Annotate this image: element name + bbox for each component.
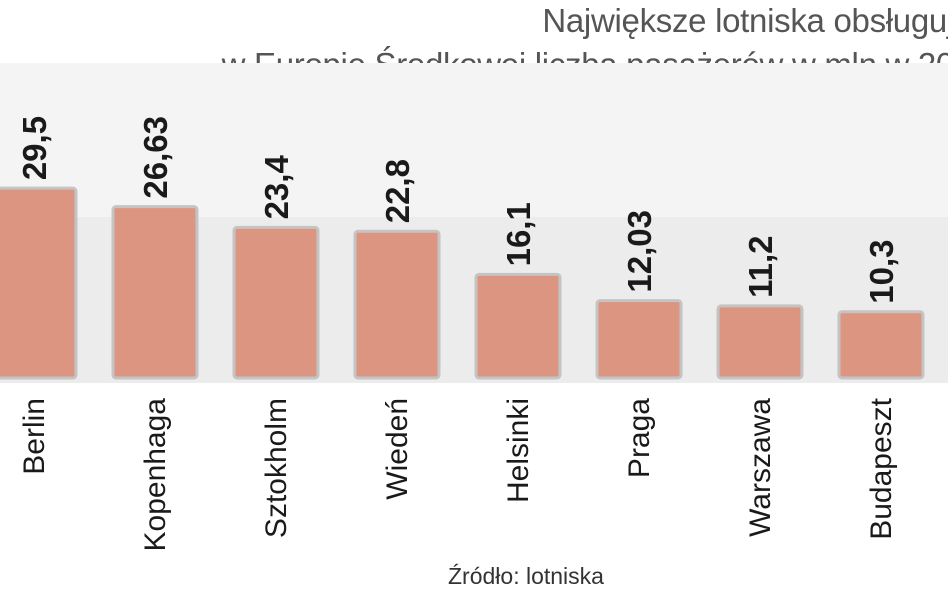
value-label: 10,3	[863, 239, 900, 303]
value-label: 29,5	[16, 116, 53, 180]
bar-berlin	[0, 186, 78, 380]
value-label: 11,2	[742, 236, 779, 298]
bar-budapeszt	[837, 310, 925, 380]
category-label: Warszawa	[744, 398, 777, 537]
bar-helsinki	[474, 272, 562, 380]
value-label: 16,1	[500, 202, 537, 266]
source-note: Źródło: lotniska	[448, 563, 604, 589]
category-label: Berlin	[18, 398, 51, 475]
category-label: Wiedeń	[381, 398, 414, 500]
category-label: Helsinki	[502, 398, 535, 503]
value-label: 23,4	[258, 155, 295, 220]
category-label: Kopenhaga	[139, 398, 172, 552]
value-label: 26,63	[137, 116, 174, 199]
bar-warszawa	[716, 304, 804, 380]
category-label: Praga	[623, 398, 656, 478]
category-label: Sztokholm	[260, 398, 293, 538]
bar-sztokholm	[232, 225, 320, 380]
category-label: Budapeszt	[865, 397, 898, 539]
chart-title-line-1: Największe lotniska obsługuj	[542, 2, 948, 39]
value-label: 22,8	[379, 159, 416, 223]
value-label: 12,03	[621, 210, 658, 293]
bar-kopenhaga	[111, 205, 199, 380]
plot-band-upper	[0, 63, 948, 217]
bar-praga	[595, 299, 683, 380]
bar-wiedeń	[353, 229, 441, 380]
